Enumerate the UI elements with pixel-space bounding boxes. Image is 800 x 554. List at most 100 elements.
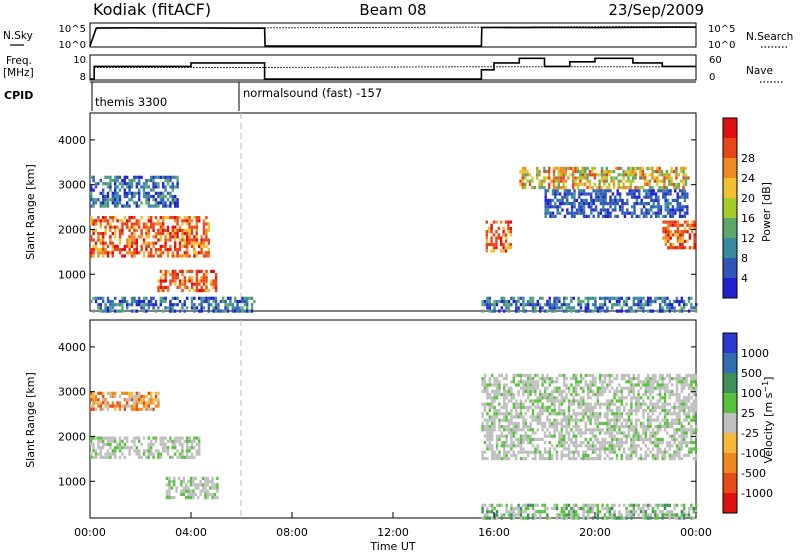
power-cell xyxy=(683,189,687,193)
power-cell xyxy=(674,223,677,227)
velocity-cell xyxy=(201,483,205,487)
velocity-cell xyxy=(647,396,650,400)
velocity-cell xyxy=(630,441,633,445)
velocity-cell xyxy=(481,516,484,520)
power-cell xyxy=(140,303,143,307)
velocity-cell xyxy=(683,510,686,514)
velocity-cell xyxy=(656,503,659,507)
power-cell xyxy=(485,242,488,247)
velocity-cell xyxy=(654,377,657,381)
velocity-cell xyxy=(649,377,652,381)
velocity-cell xyxy=(668,412,671,416)
power-cell xyxy=(637,303,640,307)
power-cell xyxy=(159,269,163,273)
power-cell xyxy=(135,303,138,307)
velocity-cell xyxy=(507,393,511,397)
velocity-cell xyxy=(618,396,621,400)
velocity-cell xyxy=(656,513,659,517)
power-cell xyxy=(686,211,689,215)
power-cell xyxy=(488,306,491,310)
velocity-cell xyxy=(623,441,626,445)
velocity-cell xyxy=(174,442,177,447)
power-cell xyxy=(183,216,186,220)
velocity-cell xyxy=(145,401,148,405)
power-cell xyxy=(647,208,651,212)
velocity-cell xyxy=(692,373,695,377)
power-cell xyxy=(656,166,659,170)
power-cell xyxy=(205,276,208,280)
velocity-cell xyxy=(632,447,635,451)
velocity-cell xyxy=(558,434,561,438)
velocity-cell xyxy=(558,393,561,397)
velocity-cell xyxy=(486,402,489,406)
velocity-cell xyxy=(164,442,167,447)
velocity-cell xyxy=(687,409,691,413)
power-cell xyxy=(612,170,616,174)
velocity-cell xyxy=(531,418,535,422)
power-cell xyxy=(224,306,227,310)
velocity-cell xyxy=(651,405,655,409)
power-cell xyxy=(492,233,496,237)
velocity-cell xyxy=(606,386,609,390)
velocity-cell xyxy=(596,399,599,403)
power-cell xyxy=(682,166,685,170)
power-cell xyxy=(164,178,167,183)
velocity-cell xyxy=(623,386,626,390)
velocity-cell xyxy=(663,428,667,432)
power-cell xyxy=(551,211,555,215)
velocity-cell xyxy=(656,402,659,406)
velocity-cell xyxy=(512,421,515,425)
power-cell xyxy=(527,303,530,307)
velocity-cell xyxy=(558,399,561,403)
power-cell xyxy=(558,202,562,206)
velocity-cell xyxy=(209,492,212,496)
velocity-cell xyxy=(97,436,100,440)
velocity-cell xyxy=(695,405,698,409)
velocity-cell xyxy=(599,428,602,432)
power-cell xyxy=(664,214,667,218)
power-cell xyxy=(591,296,595,300)
power-cell xyxy=(114,198,117,202)
power-cell xyxy=(652,202,655,206)
velocity-xtick-label: 20:00 xyxy=(579,526,611,539)
velocity-cell xyxy=(613,428,616,432)
velocity-cell xyxy=(517,428,520,432)
velocity-cell xyxy=(649,386,652,390)
velocity-cell xyxy=(587,513,590,517)
velocity-cell xyxy=(630,389,633,393)
velocity-cbar-swatch xyxy=(723,393,737,413)
power-cell xyxy=(626,208,629,212)
velocity-cell xyxy=(553,405,556,409)
velocity-cell xyxy=(627,412,631,416)
power-cell xyxy=(128,241,131,245)
power-cbar-swatch xyxy=(723,238,737,258)
power-cell xyxy=(147,306,150,310)
power-cell xyxy=(183,228,186,232)
power-cell xyxy=(555,296,559,300)
power-cell xyxy=(159,222,162,226)
power-cell xyxy=(684,182,688,186)
power-cell xyxy=(642,309,645,313)
power-cell xyxy=(243,303,246,307)
power-cell xyxy=(587,309,590,313)
power-cell xyxy=(147,219,150,223)
power-cell xyxy=(509,233,512,237)
power-cell xyxy=(674,246,677,250)
power-cell xyxy=(680,299,683,304)
velocity-cell xyxy=(651,373,655,377)
power-cell xyxy=(515,306,518,310)
power-cell xyxy=(205,216,208,220)
power-cell xyxy=(90,235,93,239)
velocity-cell xyxy=(194,483,197,487)
power-cell xyxy=(207,254,210,258)
power-cell xyxy=(183,299,186,304)
power-cell xyxy=(116,244,119,248)
power-cell xyxy=(210,279,213,283)
velocity-cell xyxy=(166,449,170,453)
velocity-cell xyxy=(668,373,671,377)
velocity-cell xyxy=(654,409,657,413)
power-cell xyxy=(488,296,491,300)
velocity-cell xyxy=(553,399,556,403)
velocity-cell xyxy=(515,453,518,457)
